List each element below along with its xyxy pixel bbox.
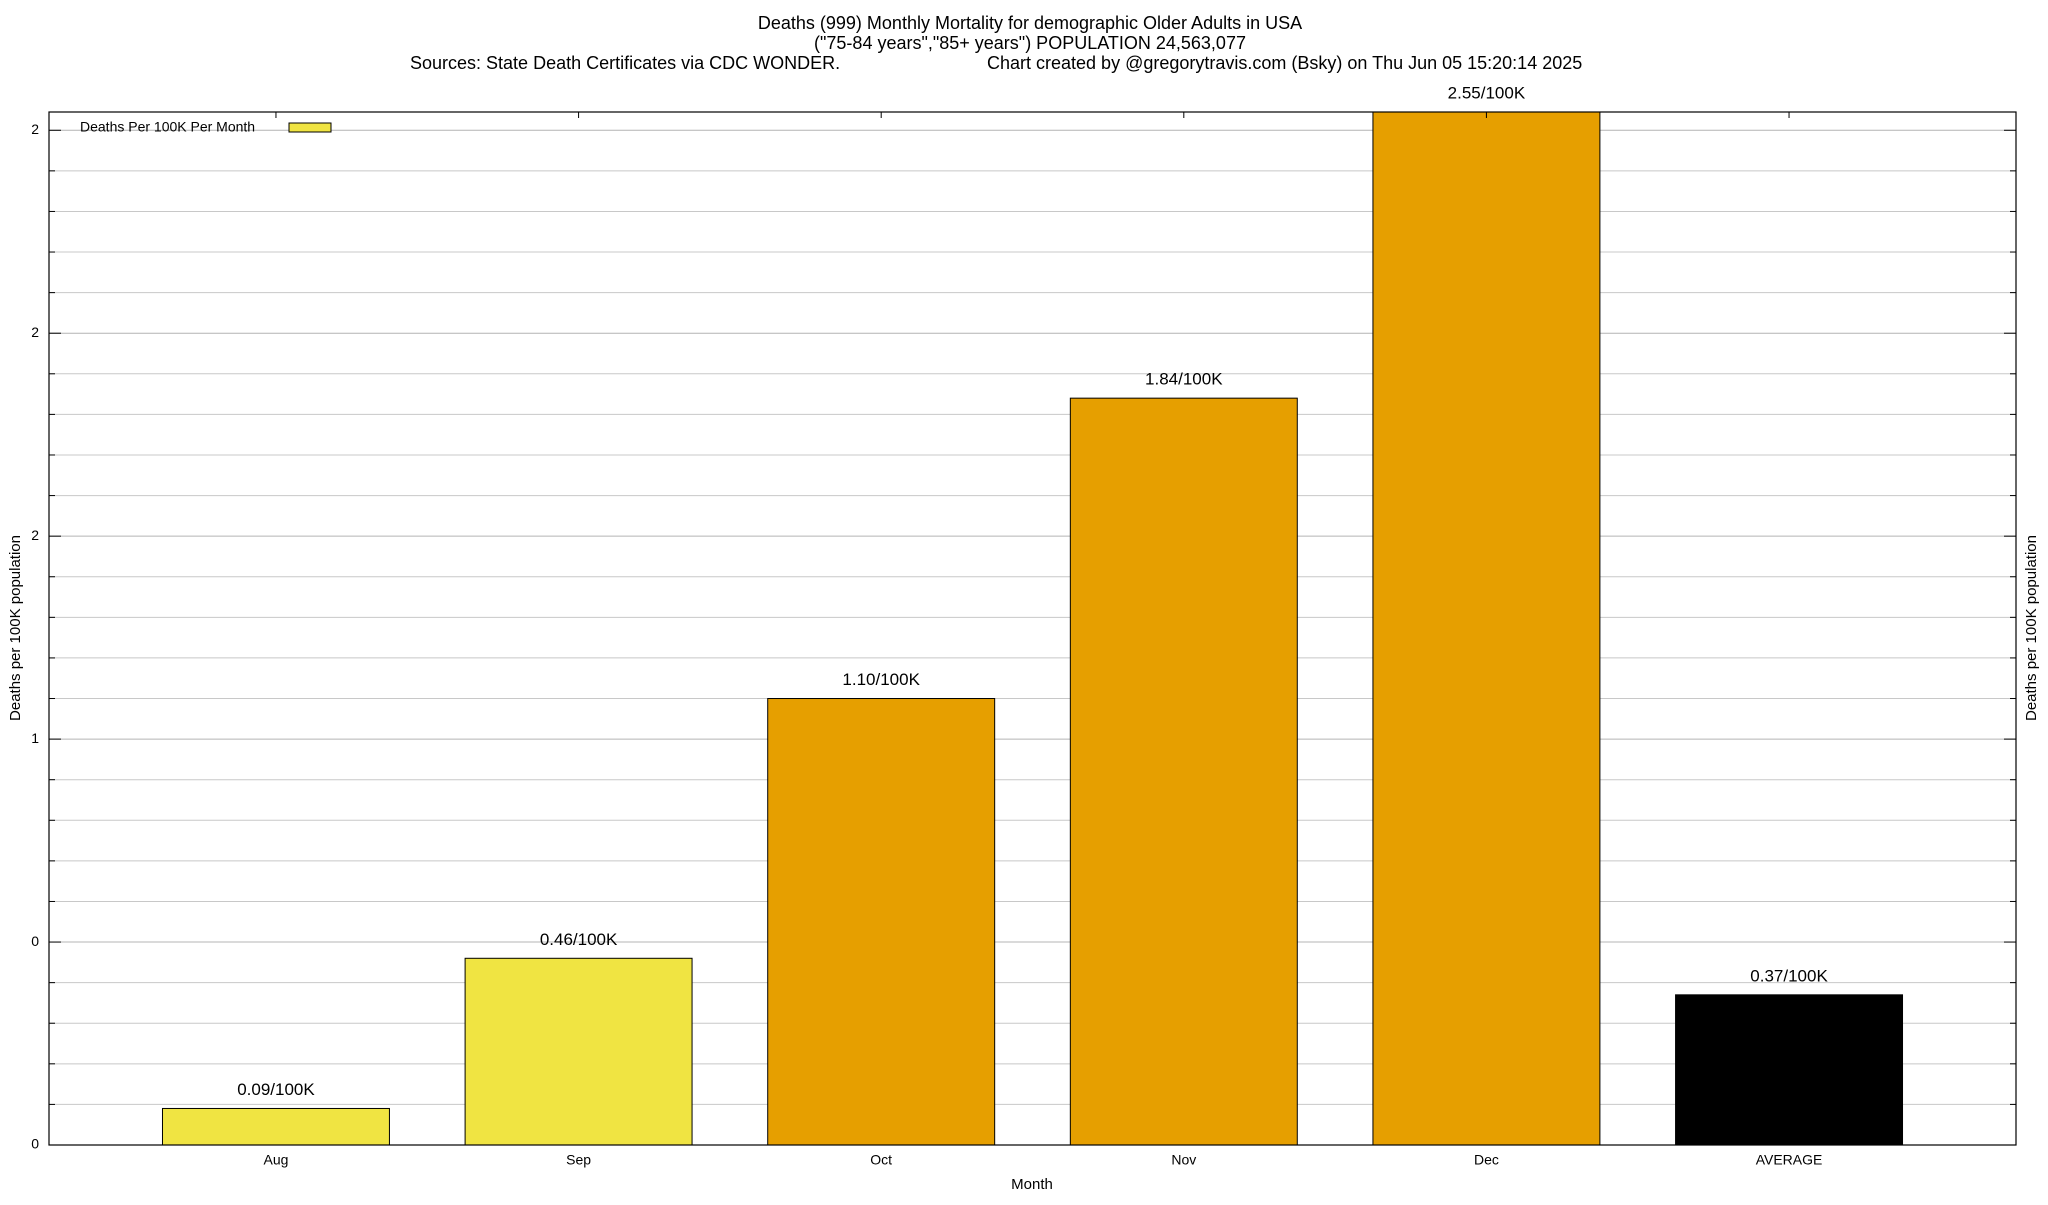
- y-tick-label: 2: [31, 527, 39, 543]
- y-axis-label: Deaths per 100K population: [7, 535, 24, 721]
- bar: [161, 1107, 390, 1145]
- value-label: 1.84/100K: [1145, 370, 1223, 389]
- chart-title: Deaths (999) Monthly Mortality for demog…: [758, 13, 1302, 33]
- y-tick-label: 0: [31, 933, 39, 949]
- bar: [767, 698, 996, 1145]
- chart-source: Sources: State Death Certificates via CD…: [410, 53, 840, 73]
- y2-axis-label: Deaths per 100K population: [2023, 535, 2040, 721]
- value-label: 2.55/100K: [1448, 83, 1526, 102]
- value-label: 1.10/100K: [842, 670, 920, 689]
- x-tick-label: Aug: [264, 1152, 289, 1168]
- plot-area: [161, 112, 1904, 1145]
- legend-swatch: [288, 122, 332, 133]
- x-axis-label: Month: [1011, 1176, 1053, 1193]
- x-tick-label: AVERAGE: [1756, 1152, 1823, 1168]
- bar: [464, 957, 693, 1145]
- bar: [1675, 994, 1904, 1145]
- y-tick-label: 0: [31, 1136, 39, 1152]
- bar: [1372, 112, 1601, 1145]
- y-tick-label: 2: [31, 324, 39, 340]
- bar: [1069, 397, 1298, 1145]
- value-label: 0.09/100K: [237, 1080, 315, 1099]
- x-tick-label: Oct: [870, 1152, 892, 1168]
- legend-label: Deaths Per 100K Per Month: [80, 119, 255, 135]
- chart-credit: Chart created by @gregorytravis.com (Bsk…: [987, 53, 1582, 73]
- x-tick-label: Sep: [566, 1152, 591, 1168]
- value-label: 0.37/100K: [1750, 966, 1828, 985]
- plot-frame: [48, 111, 2017, 1146]
- x-tick-label: Dec: [1474, 1152, 1499, 1168]
- chart-subtitle: ("75-84 years","85+ years") POPULATION 2…: [814, 33, 1246, 53]
- x-tick-label: Nov: [1171, 1152, 1196, 1168]
- value-label: 0.46/100K: [540, 930, 618, 949]
- y-tick-label: 2: [31, 121, 39, 137]
- y-tick-label: 1: [31, 730, 39, 746]
